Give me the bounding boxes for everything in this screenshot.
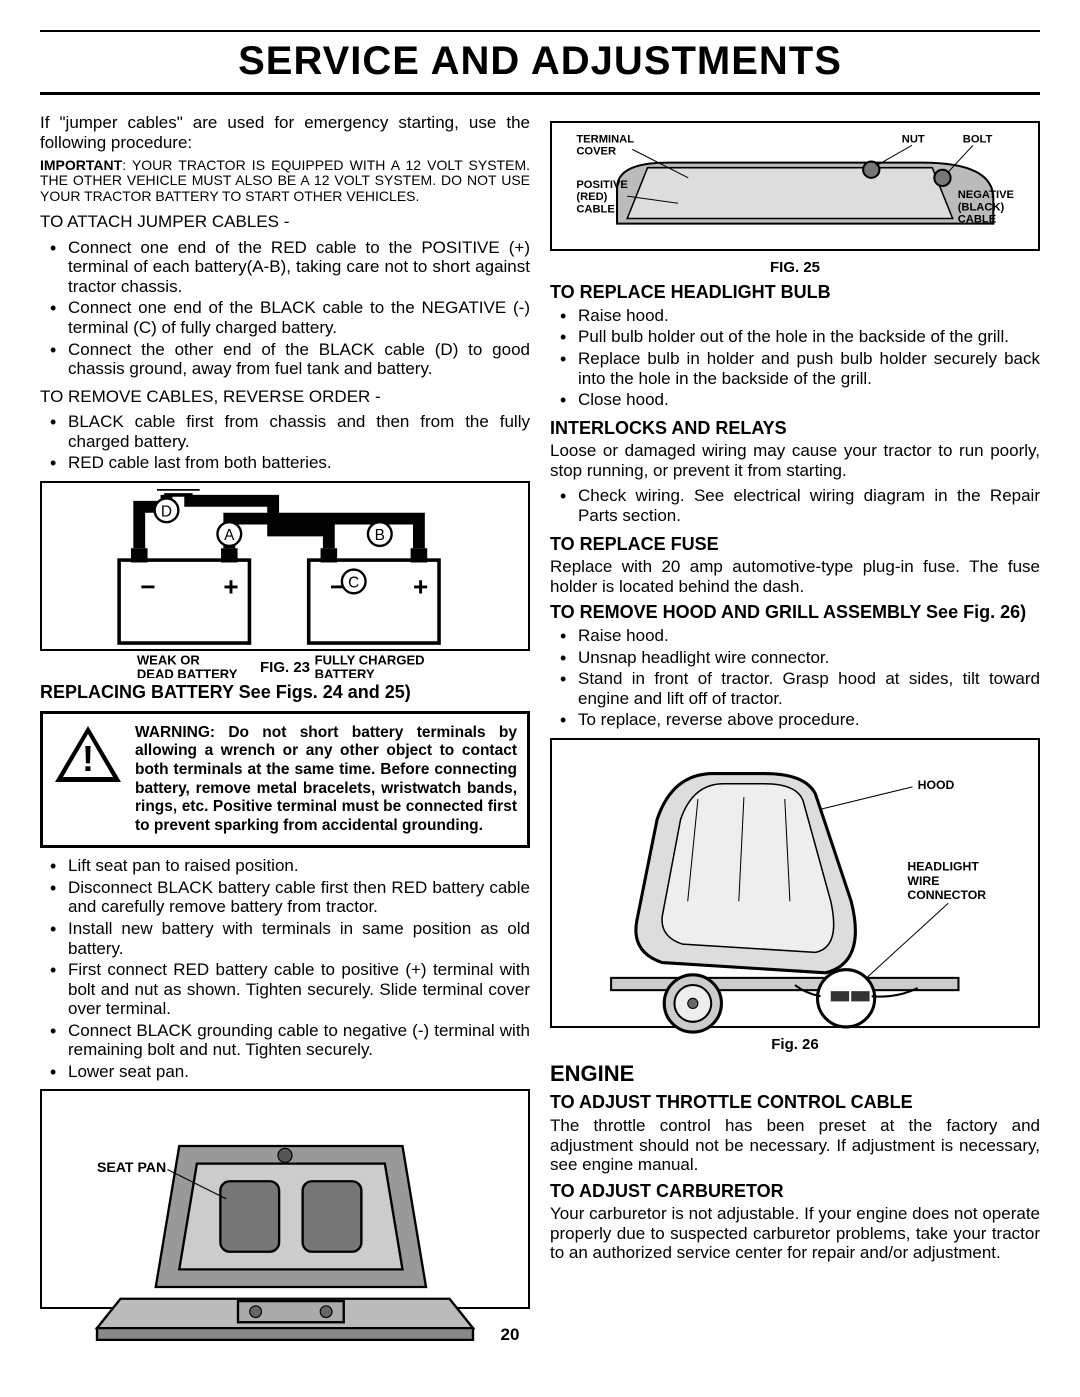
list-item: Connect one end of the BLACK cable to th… [40,298,530,337]
fig25-caption: FIG. 25 [550,259,1040,276]
hood-list: Raise hood. Unsnap headlight wire connec… [550,626,1040,730]
list-item: Lower seat pan. [40,1062,530,1082]
list-item: Disconnect BLACK battery cable first the… [40,878,530,917]
interlocks-text: Loose or damaged wiring may cause your t… [550,441,1040,480]
fig25-diagram: TERMINAL COVER POSITIVE (RED) CABLE NUT … [550,121,1040,251]
list-item: Check wiring. See electrical wiring diag… [550,486,1040,525]
svg-text:CABLE: CABLE [576,203,615,215]
list-item: To replace, reverse above procedure. [550,710,1040,730]
important-note: IMPORTANT: YOUR TRACTOR IS EQUIPPED WITH… [40,158,530,204]
svg-text:HOOD: HOOD [918,778,955,792]
throttle-text: The throttle control has been preset at … [550,1116,1040,1175]
list-item: RED cable last from both batteries. [40,453,530,473]
list-item: Close hood. [550,390,1040,410]
throttle-heading: TO ADJUST THROTTLE CONTROL CABLE [550,1092,1040,1113]
fig23-diagram: − + − + D A B C WEAK OR DEAD BATTERY FU [40,481,530,651]
attach-heading: TO ATTACH JUMPER CABLES - [40,212,530,232]
svg-text:(BLACK): (BLACK) [958,201,1005,213]
svg-text:POSITIVE: POSITIVE [576,179,628,191]
hood-heading: TO REMOVE HOOD AND GRILL ASSEMBLY See Fi… [550,602,1040,623]
engine-heading: ENGINE [550,1061,1040,1086]
svg-text:(RED): (RED) [576,191,607,203]
remove-heading: TO REMOVE CABLES, REVERSE ORDER - [40,387,530,407]
warning-text: WARNING: Do not short battery terminals … [135,724,517,836]
warning-box: ! WARNING: Do not short battery terminal… [40,711,530,849]
list-item: Unsnap headlight wire connector. [550,648,1040,668]
svg-text:HEADLIGHT: HEADLIGHT [907,859,979,873]
page-title: SERVICE AND ADJUSTMENTS [40,30,1040,95]
svg-text:CABLE: CABLE [958,214,997,226]
svg-text:B: B [375,527,385,544]
svg-text:!: ! [82,738,94,779]
terminal-svg: TERMINAL COVER POSITIVE (RED) CABLE NUT … [556,127,1034,249]
remove-list: BLACK cable first from chassis and then … [40,412,530,473]
seat-pan-svg: SEAT PAN [50,1099,520,1346]
interlocks-heading: INTERLOCKS AND RELAYS [550,418,1040,439]
svg-text:WIRE: WIRE [907,874,939,888]
fig26-diagram: HOOD HEADLIGHT WIRE CONNECTOR [550,738,1040,1028]
svg-text:BATTERY: BATTERY [315,666,375,678]
svg-text:CONNECTOR: CONNECTOR [907,888,986,902]
svg-text:SEAT PAN: SEAT PAN [97,1159,166,1175]
intro-text: If "jumper cables" are used for emergenc… [40,113,530,152]
svg-text:WEAK OR: WEAK OR [137,652,201,667]
list-item: Connect one end of the RED cable to the … [40,238,530,297]
svg-text:−: − [140,571,155,601]
list-item: Pull bulb holder out of the hole in the … [550,327,1040,347]
list-item: Lift seat pan to raised position. [40,856,530,876]
list-item: Stand in front of tractor. Grasp hood at… [550,669,1040,708]
list-item: BLACK cable first from chassis and then … [40,412,530,451]
svg-text:NEGATIVE: NEGATIVE [958,189,1015,201]
svg-text:TERMINAL: TERMINAL [576,133,634,145]
fuse-heading: TO REPLACE FUSE [550,534,1040,555]
svg-text:+: + [413,571,428,601]
list-item: Connect BLACK grounding cable to negativ… [40,1021,530,1060]
interlocks-list: Check wiring. See electrical wiring diag… [550,486,1040,525]
headlight-list: Raise hood. Pull bulb holder out of the … [550,306,1040,410]
attach-list: Connect one end of the RED cable to the … [40,238,530,379]
svg-text:COVER: COVER [576,145,616,157]
carb-heading: TO ADJUST CARBURETOR [550,1181,1040,1202]
left-column: If "jumper cables" are used for emergenc… [40,113,530,1345]
fig26-caption: Fig. 26 [550,1036,1040,1053]
right-column: TERMINAL COVER POSITIVE (RED) CABLE NUT … [550,113,1040,1345]
svg-text:A: A [224,527,235,544]
hood-svg: HOOD HEADLIGHT WIRE CONNECTOR [560,748,1030,1034]
list-item: Install new battery with terminals in sa… [40,919,530,958]
list-item: Raise hood. [550,306,1040,326]
replace-battery-heading: REPLACING BATTERY See Figs. 24 and 25) [40,682,530,703]
svg-text:C: C [348,574,359,591]
battery-jumper-svg: − + − + D A B C WEAK OR DEAD BATTERY FU [48,489,522,679]
content-columns: If "jumper cables" are used for emergenc… [40,113,1040,1345]
list-item: Raise hood. [550,626,1040,646]
list-item: Connect the other end of the BLACK cable… [40,340,530,379]
replace-battery-list: Lift seat pan to raised position. Discon… [40,856,530,1081]
svg-text:D: D [161,503,172,520]
svg-text:NUT: NUT [902,133,925,145]
list-item: First connect RED battery cable to posit… [40,960,530,1019]
fig24-diagram: SEAT PAN [40,1089,530,1309]
svg-text:DEAD BATTERY: DEAD BATTERY [137,666,238,678]
svg-text:BOLT: BOLT [963,133,993,145]
fuse-text: Replace with 20 amp automotive-type plug… [550,557,1040,596]
list-item: Replace bulb in holder and push bulb hol… [550,349,1040,388]
svg-text:+: + [223,571,238,601]
warning-icon: ! [53,724,123,784]
svg-text:FULLY CHARGED: FULLY CHARGED [315,652,425,667]
carb-text: Your carburetor is not adjustable. If yo… [550,1204,1040,1263]
headlight-heading: TO REPLACE HEADLIGHT BULB [550,282,1040,303]
